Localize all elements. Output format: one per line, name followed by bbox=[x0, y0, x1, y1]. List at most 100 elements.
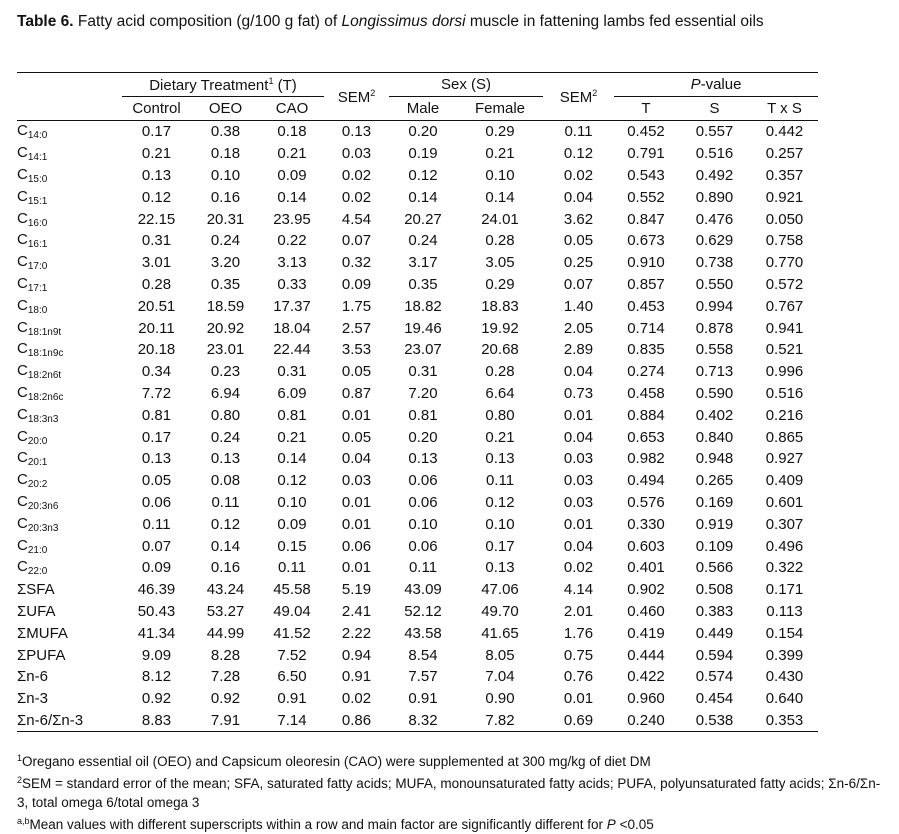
table-cell: 0.453 bbox=[627, 297, 665, 315]
table-cell: 0.109 bbox=[695, 537, 734, 555]
table-cell: 0.09 bbox=[141, 559, 172, 577]
table-cell: 0.22 bbox=[277, 232, 307, 250]
table-cell: 3.05 bbox=[485, 254, 515, 272]
table-cell: 0.20 bbox=[408, 123, 438, 141]
table-cell: 0.13 bbox=[341, 123, 372, 141]
table-row: ΣMUFA 41.34 44.99 41.52 2.22 43.58 41.65 1.76 0.… bbox=[17, 622, 818, 644]
row-label: Σn-3 bbox=[17, 690, 48, 708]
header-blank bbox=[17, 72, 122, 97]
table-cell: 0.24 bbox=[408, 232, 438, 250]
row-label: C15:0 bbox=[17, 165, 48, 185]
table-cell: 5.19 bbox=[341, 581, 372, 599]
table-cell: 20.68 bbox=[481, 341, 519, 359]
table-cell: 0.572 bbox=[765, 275, 804, 293]
table-cell: 1.40 bbox=[563, 297, 594, 315]
row-label: ΣPUFA bbox=[17, 646, 66, 664]
row-label: C20:2 bbox=[17, 471, 48, 491]
table-cell: 3.13 bbox=[277, 254, 307, 272]
table-cell: 0.738 bbox=[695, 254, 734, 272]
row-label: ΣSFA bbox=[17, 581, 55, 599]
table-cell: 0.357 bbox=[765, 166, 804, 184]
row-label: ΣMUFA bbox=[17, 624, 68, 642]
table-row: C17:0 3.01 3.20 3.13 0.32 3.17 3.05 0.25 0.910 0.… bbox=[17, 252, 818, 274]
table-cell: 0.12 bbox=[563, 145, 594, 163]
table-cell: 0.01 bbox=[563, 406, 594, 424]
table-row: C18:2n6c 7.72 6.94 6.09 0.87 7.20 6.64 0.73 0.45… bbox=[17, 383, 818, 405]
table-cell: 52.12 bbox=[404, 602, 442, 620]
row-label: C21:0 bbox=[17, 536, 48, 556]
table-cell: 0.960 bbox=[627, 690, 665, 708]
table-row: Σn-6 8.12 7.28 6.50 0.91 7.57 7.04 0.76 0.422 0.5… bbox=[17, 666, 818, 688]
table-cell: 0.09 bbox=[277, 166, 307, 184]
table-cell: 0.884 bbox=[627, 406, 665, 424]
table-cell: 0.11 bbox=[408, 559, 438, 577]
table-cell: 20.92 bbox=[206, 319, 245, 337]
table-cell: 0.10 bbox=[408, 515, 438, 533]
table-row: C16:1 0.31 0.24 0.22 0.07 0.24 0.28 0.05 0.673 0.… bbox=[17, 230, 818, 252]
table-cell: 0.566 bbox=[695, 559, 734, 577]
table-cell: 0.948 bbox=[695, 450, 734, 468]
table-cell: 44.99 bbox=[206, 624, 245, 642]
table-cell: 0.35 bbox=[210, 275, 241, 293]
table-cell: 0.80 bbox=[210, 406, 241, 424]
table-row: C15:0 0.13 0.10 0.09 0.02 0.12 0.10 0.02 0.543 0.… bbox=[17, 165, 818, 187]
table-cell: 19.92 bbox=[481, 319, 519, 337]
table-cell: 6.50 bbox=[277, 668, 307, 686]
table-cell: 4.54 bbox=[341, 210, 372, 228]
header-row-columns: Control OEO CAO Male Female T S T x S bbox=[17, 96, 818, 121]
table-cell: 0.14 bbox=[210, 537, 241, 555]
row-label: Σn-6/Σn-3 bbox=[17, 709, 122, 733]
table-cell: 0.02 bbox=[563, 166, 594, 184]
table-cell: 0.576 bbox=[627, 493, 665, 511]
table-cell: 0.03 bbox=[563, 493, 594, 511]
table-cell: 2.57 bbox=[341, 319, 372, 337]
table-cell: 0.01 bbox=[341, 515, 372, 533]
table-cell: 0.492 bbox=[695, 166, 734, 184]
table-cell: 0.401 bbox=[627, 559, 665, 577]
table-cell: 50.43 bbox=[137, 602, 176, 620]
table-cell: 3.17 bbox=[408, 254, 438, 272]
table-cell: 0.12 bbox=[277, 472, 307, 490]
table-cell: 47.06 bbox=[481, 581, 519, 599]
table-cell: 0.878 bbox=[695, 319, 734, 337]
table-cell: 1.76 bbox=[563, 624, 594, 642]
table-cell: 2.89 bbox=[563, 341, 594, 359]
table-cell: 20.27 bbox=[404, 210, 442, 228]
table-cell: 8.12 bbox=[141, 668, 172, 686]
table-cell: 0.02 bbox=[341, 690, 372, 708]
header-blank-2 bbox=[17, 96, 122, 121]
table-cell: 0.21 bbox=[485, 428, 515, 446]
table-cell: 0.02 bbox=[341, 188, 372, 206]
table-cell: 0.847 bbox=[627, 210, 665, 228]
table-cell: 0.550 bbox=[695, 275, 734, 293]
table-cell: 0.94 bbox=[341, 646, 372, 664]
table-cell: 0.06 bbox=[341, 537, 372, 555]
table-cell: 7.28 bbox=[210, 668, 241, 686]
table-cell: 0.14 bbox=[485, 188, 515, 206]
table-cell: 0.03 bbox=[563, 472, 594, 490]
table-cell: 0.171 bbox=[765, 581, 804, 599]
header-sem-1: SEM2 bbox=[324, 72, 389, 121]
table-cell: 0.17 bbox=[141, 428, 172, 446]
table-cell: 0.399 bbox=[765, 646, 804, 664]
table-cell: 8.54 bbox=[408, 646, 438, 664]
row-label: C17:0 bbox=[17, 253, 48, 273]
table-cell: 0.791 bbox=[627, 145, 665, 163]
table-cell: 20.51 bbox=[137, 297, 176, 315]
table-cell: 0.06 bbox=[408, 493, 438, 511]
table-row: C20:3n3 0.11 0.12 0.09 0.01 0.10 0.10 0.01 0.330… bbox=[17, 513, 818, 535]
table-cell: 41.34 bbox=[137, 624, 176, 642]
table-cell: 0.31 bbox=[141, 232, 172, 250]
table-cell: 0.01 bbox=[563, 690, 594, 708]
header-dietary-treatment: Dietary Treatment1 (T) bbox=[122, 72, 324, 97]
table-cell: 0.28 bbox=[485, 232, 515, 250]
table-cell: 0.90 bbox=[485, 690, 515, 708]
table-cell: 0.09 bbox=[341, 275, 372, 293]
table-cell: 0.422 bbox=[627, 668, 665, 686]
table-cell: 0.21 bbox=[277, 145, 307, 163]
table-cell: 0.14 bbox=[408, 188, 438, 206]
table-cell: 0.516 bbox=[765, 384, 804, 402]
table-cell: 0.11 bbox=[211, 493, 240, 511]
table-cell: 18.83 bbox=[481, 297, 519, 315]
table-cell: 0.07 bbox=[141, 537, 172, 555]
